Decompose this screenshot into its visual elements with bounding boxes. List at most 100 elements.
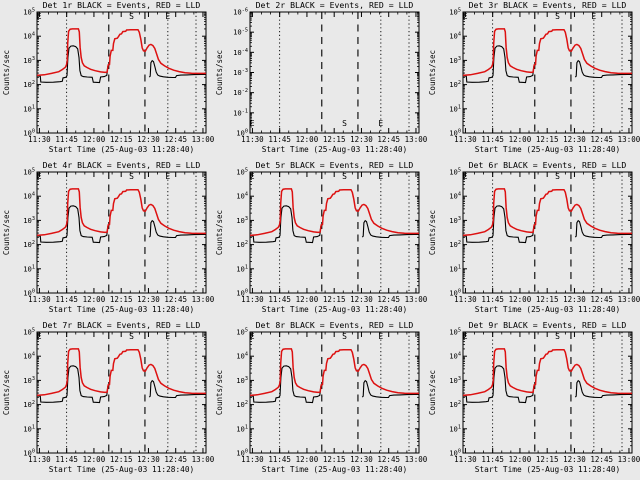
x-tick-label: 12:15 bbox=[536, 295, 559, 304]
plot-title: Det 3r BLACK = Events, RED = LLD bbox=[469, 0, 627, 10]
interval-marker-s: S bbox=[129, 12, 134, 21]
x-tick-label: 12:15 bbox=[323, 455, 346, 464]
plot-title: Det 5r BLACK = Events, RED = LLD bbox=[256, 160, 414, 170]
y-tick-label: 104 bbox=[23, 192, 35, 201]
y-tick-label: 101 bbox=[23, 104, 35, 113]
x-tick-label: 11:30 bbox=[454, 455, 477, 464]
x-tick-label: 12:15 bbox=[110, 455, 133, 464]
subplot-det-9r: Det 9r BLACK = Events, RED = LLD Counts/s… bbox=[426, 320, 640, 480]
x-tick-label: 13:00 bbox=[192, 455, 214, 464]
y-axis-label: Counts/sec bbox=[428, 370, 437, 415]
interval-marker-e: E bbox=[250, 172, 255, 181]
x-axis-label: Start Time (25-Aug-03 11:28:40) bbox=[262, 145, 408, 154]
y-tick-label: 10-5 bbox=[233, 28, 248, 37]
x-axis-label: Start Time (25-Aug-03 11:28:40) bbox=[262, 465, 408, 474]
x-tick-label: 12:45 bbox=[377, 135, 400, 144]
x-tick-label: 11:30 bbox=[28, 135, 51, 144]
x-axis-label: Start Time (25-Aug-03 11:28:40) bbox=[262, 305, 408, 314]
subplot-det-7r: Det 7r BLACK = Events, RED = LLD Counts/s… bbox=[0, 320, 215, 480]
plot-title: Det 6r BLACK = Events, RED = LLD bbox=[469, 160, 627, 170]
y-tick-label: 102 bbox=[236, 240, 248, 249]
y-axis-label: Counts/sec bbox=[2, 50, 11, 95]
y-tick-label: 104 bbox=[236, 352, 248, 361]
interval-marker-e: E bbox=[37, 172, 42, 181]
interval-marker-e: E bbox=[250, 332, 255, 341]
y-tick-label: 104 bbox=[23, 32, 35, 41]
x-tick-label: 12:30 bbox=[563, 135, 586, 144]
red-lld-series bbox=[462, 348, 632, 397]
black-events-series bbox=[462, 205, 536, 244]
black-events-series bbox=[361, 379, 420, 399]
y-tick-label: 105 bbox=[449, 328, 461, 337]
x-tick-label: 11:45 bbox=[481, 455, 504, 464]
plot-title: Det 4r BLACK = Events, RED = LLD bbox=[43, 160, 201, 170]
x-tick-label: 11:45 bbox=[55, 295, 78, 304]
y-tick-label: 103 bbox=[236, 376, 248, 385]
black-events-series bbox=[574, 219, 633, 239]
interval-marker-e: E bbox=[250, 119, 255, 128]
x-tick-label: 11:30 bbox=[454, 135, 477, 144]
black-events-series bbox=[148, 59, 207, 79]
x-tick-label: 11:30 bbox=[241, 455, 264, 464]
interval-marker-e: E bbox=[463, 332, 468, 341]
x-tick-label: 11:45 bbox=[55, 135, 78, 144]
interval-marker-e: E bbox=[591, 332, 596, 341]
x-tick-label: 12:45 bbox=[164, 135, 187, 144]
x-tick-label: 12:45 bbox=[590, 135, 613, 144]
chart-svg-det-2r: Det 2r BLACK = Events, RED = LLD Counts/s… bbox=[215, 0, 428, 154]
y-axis-label: Counts/sec bbox=[215, 370, 224, 415]
x-tick-label: 12:45 bbox=[590, 455, 613, 464]
y-tick-label: 101 bbox=[449, 424, 461, 433]
x-tick-label: 12:30 bbox=[350, 295, 373, 304]
black-events-series bbox=[462, 45, 536, 84]
y-tick-label: 103 bbox=[236, 216, 248, 225]
y-tick-label: 104 bbox=[449, 352, 461, 361]
interval-marker-e: E bbox=[378, 172, 383, 181]
x-tick-label: 12:00 bbox=[83, 455, 106, 464]
y-tick-label: 103 bbox=[23, 56, 35, 65]
red-lld-series bbox=[36, 28, 206, 77]
chart-svg-det-8r: Det 8r BLACK = Events, RED = LLD Counts/s… bbox=[215, 320, 428, 474]
x-tick-label: 12:45 bbox=[590, 295, 613, 304]
y-tick-label: 105 bbox=[449, 8, 461, 17]
x-tick-label: 12:15 bbox=[536, 455, 559, 464]
y-axis-label: Counts/sec bbox=[2, 210, 11, 255]
y-tick-label: 101 bbox=[23, 424, 35, 433]
x-tick-label: 13:00 bbox=[405, 135, 427, 144]
x-tick-label: 12:00 bbox=[296, 455, 319, 464]
black-events-series bbox=[148, 219, 207, 239]
y-tick-label: 100 bbox=[449, 129, 461, 138]
y-tick-label: 10-1 bbox=[233, 108, 248, 117]
x-tick-label: 12:15 bbox=[110, 135, 133, 144]
chart-svg-det-6r: Det 6r BLACK = Events, RED = LLD Counts/s… bbox=[428, 160, 640, 314]
y-tick-label: 105 bbox=[23, 8, 35, 17]
y-tick-label: 104 bbox=[449, 192, 461, 201]
red-lld-series bbox=[462, 28, 632, 77]
chart-svg-det-5r: Det 5r BLACK = Events, RED = LLD Counts/s… bbox=[215, 160, 428, 314]
x-tick-label: 12:45 bbox=[377, 455, 400, 464]
interval-marker-e: E bbox=[591, 12, 596, 21]
black-events-series bbox=[148, 379, 207, 399]
x-tick-label: 12:00 bbox=[509, 135, 532, 144]
x-tick-label: 12:00 bbox=[296, 135, 319, 144]
x-tick-label: 11:30 bbox=[454, 295, 477, 304]
plot-title: Det 8r BLACK = Events, RED = LLD bbox=[256, 320, 414, 330]
y-tick-label: 103 bbox=[23, 216, 35, 225]
x-tick-label: 12:00 bbox=[296, 295, 319, 304]
y-tick-label: 10-6 bbox=[233, 8, 248, 17]
y-tick-label: 100 bbox=[236, 129, 248, 138]
interval-marker-e: E bbox=[37, 332, 42, 341]
subplot-det-3r: Det 3r BLACK = Events, RED = LLD Counts/s… bbox=[426, 0, 640, 160]
interval-marker-e: E bbox=[378, 119, 383, 128]
interval-marker-s: S bbox=[342, 332, 347, 341]
x-tick-label: 12:30 bbox=[563, 455, 586, 464]
subplot-det-2r: Det 2r BLACK = Events, RED = LLD Counts/s… bbox=[213, 0, 428, 160]
y-tick-label: 100 bbox=[23, 129, 35, 138]
x-tick-label: 13:00 bbox=[405, 295, 427, 304]
interval-marker-e: E bbox=[463, 172, 468, 181]
y-tick-label: 100 bbox=[23, 289, 35, 298]
x-axis-label: Start Time (25-Aug-03 11:28:40) bbox=[49, 305, 195, 314]
interval-marker-e: E bbox=[463, 12, 468, 21]
y-tick-label: 102 bbox=[236, 400, 248, 409]
